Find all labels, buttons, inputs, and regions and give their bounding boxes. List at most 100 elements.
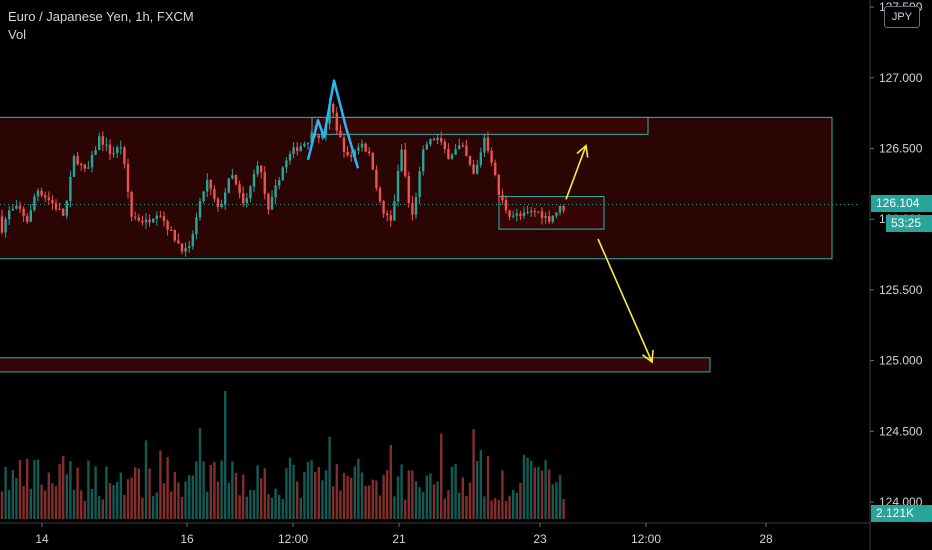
candle-body <box>87 167 90 169</box>
volume-indicator-label[interactable]: Vol <box>8 27 27 42</box>
candle-body <box>152 218 155 223</box>
volume-bar <box>22 486 25 519</box>
candle-body <box>472 164 475 174</box>
volume-bar <box>166 457 169 519</box>
candle-body <box>530 211 533 213</box>
candle-body <box>173 229 176 241</box>
candle-body <box>224 192 227 204</box>
volume-bar <box>537 466 540 519</box>
volume-bar <box>15 477 18 519</box>
volume-bar <box>490 500 493 519</box>
chart-legend: Euro / Japanese Yen, 1h, FXCM Vol <box>8 8 194 44</box>
volume-bar <box>418 487 421 519</box>
candle-body <box>40 190 43 196</box>
volume-bar <box>555 482 558 519</box>
volume-bar <box>515 492 518 519</box>
time-tick-label: 21 <box>392 532 406 546</box>
price-tick-label: 127.000 <box>879 71 923 85</box>
candle-body <box>249 186 252 199</box>
candle-body <box>540 211 544 218</box>
volume-bar <box>357 458 360 519</box>
volume-bar <box>476 460 479 519</box>
candle-body <box>429 139 432 145</box>
candle-body <box>119 147 122 149</box>
volume-bar <box>26 458 29 519</box>
candle-body <box>288 153 292 161</box>
volume-bar <box>558 475 562 519</box>
volume-bar <box>198 427 202 519</box>
volume-bar <box>497 500 500 519</box>
volume-bar <box>378 495 382 519</box>
volume-bar <box>224 391 227 519</box>
candle-body <box>260 165 263 173</box>
volume-bar <box>404 499 407 519</box>
candle-body <box>98 136 101 150</box>
candle-body <box>346 151 349 156</box>
candle-body <box>515 213 518 216</box>
candle-body <box>278 180 281 186</box>
price-tick-label: 124.500 <box>879 424 923 438</box>
volume-bar <box>177 482 180 519</box>
candle-body <box>267 193 270 210</box>
candle-body <box>310 133 313 143</box>
candle-body <box>94 149 97 155</box>
candle-body <box>407 175 410 203</box>
candle-body <box>364 143 367 152</box>
volume-bar <box>339 490 342 519</box>
candle-body <box>440 138 443 142</box>
candle-body <box>177 240 180 244</box>
candle-body <box>76 156 79 164</box>
currency-badge[interactable]: JPY <box>884 6 920 28</box>
volume-bar <box>76 467 79 519</box>
volume-bar <box>461 477 464 519</box>
volume-bar <box>458 492 461 519</box>
drawings <box>306 79 654 364</box>
peak-pattern-line <box>306 79 360 169</box>
volume-bar <box>501 470 504 519</box>
volume-bar <box>324 470 328 519</box>
consolidation-zone <box>498 196 605 230</box>
candle-body <box>447 148 450 159</box>
volume-bar <box>332 486 335 519</box>
candle-body <box>350 155 353 157</box>
candle-body <box>490 150 493 163</box>
volume-bar <box>382 474 385 519</box>
price-tick-label: 126.500 <box>879 141 923 155</box>
candle-body <box>36 190 40 197</box>
candle-body <box>562 205 565 211</box>
volume-bar <box>123 494 126 519</box>
candle-body <box>26 216 29 222</box>
range-zone <box>0 116 833 260</box>
arrow-down <box>597 238 653 363</box>
candle-body <box>436 138 439 141</box>
volume-bar <box>314 472 317 519</box>
volume-bars <box>0 391 565 519</box>
candle-body <box>80 163 83 165</box>
volume-bar <box>270 497 274 519</box>
volume-bar <box>256 465 259 519</box>
volume-bar <box>486 456 490 519</box>
time-tick-label: 16 <box>180 532 194 546</box>
volume-bar <box>126 479 130 519</box>
volume-bar <box>112 485 115 519</box>
candle-body <box>159 215 162 217</box>
volume-bar <box>33 460 36 519</box>
candle-body <box>29 210 32 222</box>
candle-body <box>209 179 212 189</box>
candle-body <box>357 147 360 151</box>
volume-bar <box>483 496 486 519</box>
candle-body <box>519 213 522 216</box>
volume-bar <box>540 470 544 519</box>
volume-bar <box>116 481 119 519</box>
volume-bar <box>148 468 151 519</box>
symbol-title[interactable]: Euro / Japanese Yen, 1h, FXCM <box>8 9 194 24</box>
candle-body <box>191 234 194 247</box>
volume-bar <box>105 466 108 519</box>
candle-body <box>404 149 407 176</box>
volume-bar <box>551 484 554 519</box>
volume-bar <box>436 481 439 519</box>
volume-bar <box>0 491 4 519</box>
volume-bar <box>375 480 378 519</box>
time-tick-label: 12:00 <box>278 532 308 546</box>
